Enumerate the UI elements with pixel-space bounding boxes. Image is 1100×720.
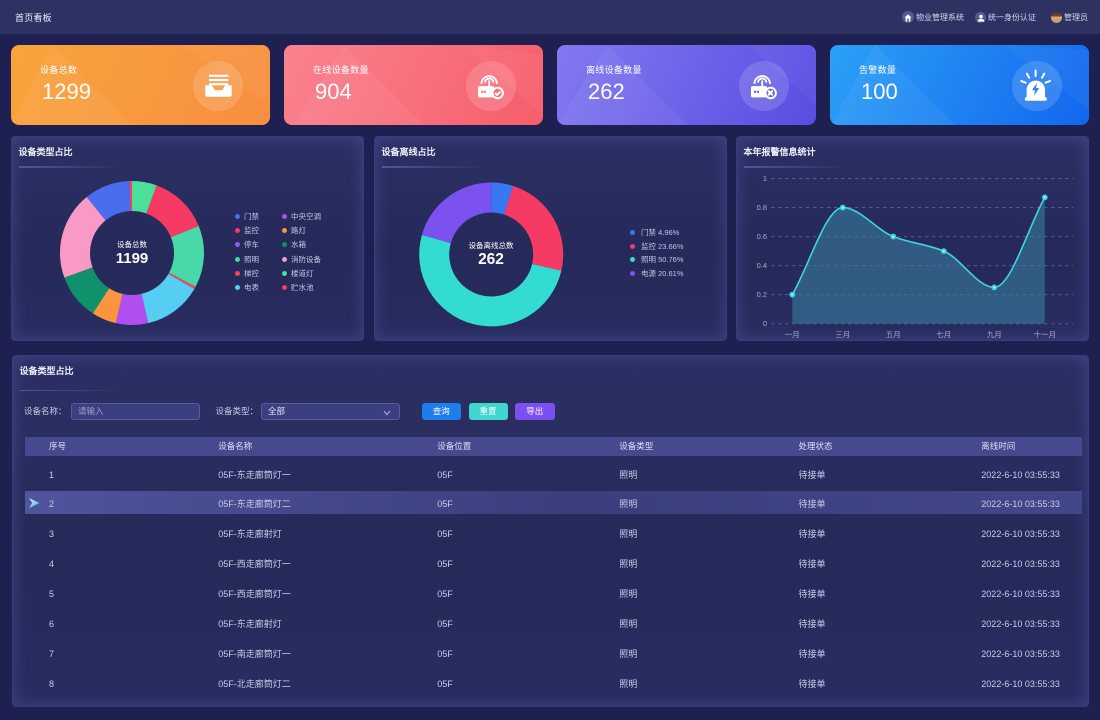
svg-text:0.8: 0.8 (757, 203, 767, 212)
svg-text:七月: 七月 (936, 330, 951, 339)
svg-text:0.4: 0.4 (757, 261, 767, 270)
svg-text:十一月: 十一月 (1034, 329, 1057, 339)
svg-text:九月: 九月 (987, 330, 1002, 339)
svg-text:0.6: 0.6 (757, 232, 767, 241)
svg-text:0: 0 (763, 319, 767, 328)
svg-text:五月: 五月 (886, 330, 901, 339)
svg-text:1: 1 (763, 174, 767, 183)
svg-text:三月: 三月 (835, 330, 850, 339)
svg-text:0.2: 0.2 (757, 290, 767, 299)
svg-text:一月: 一月 (785, 330, 800, 339)
